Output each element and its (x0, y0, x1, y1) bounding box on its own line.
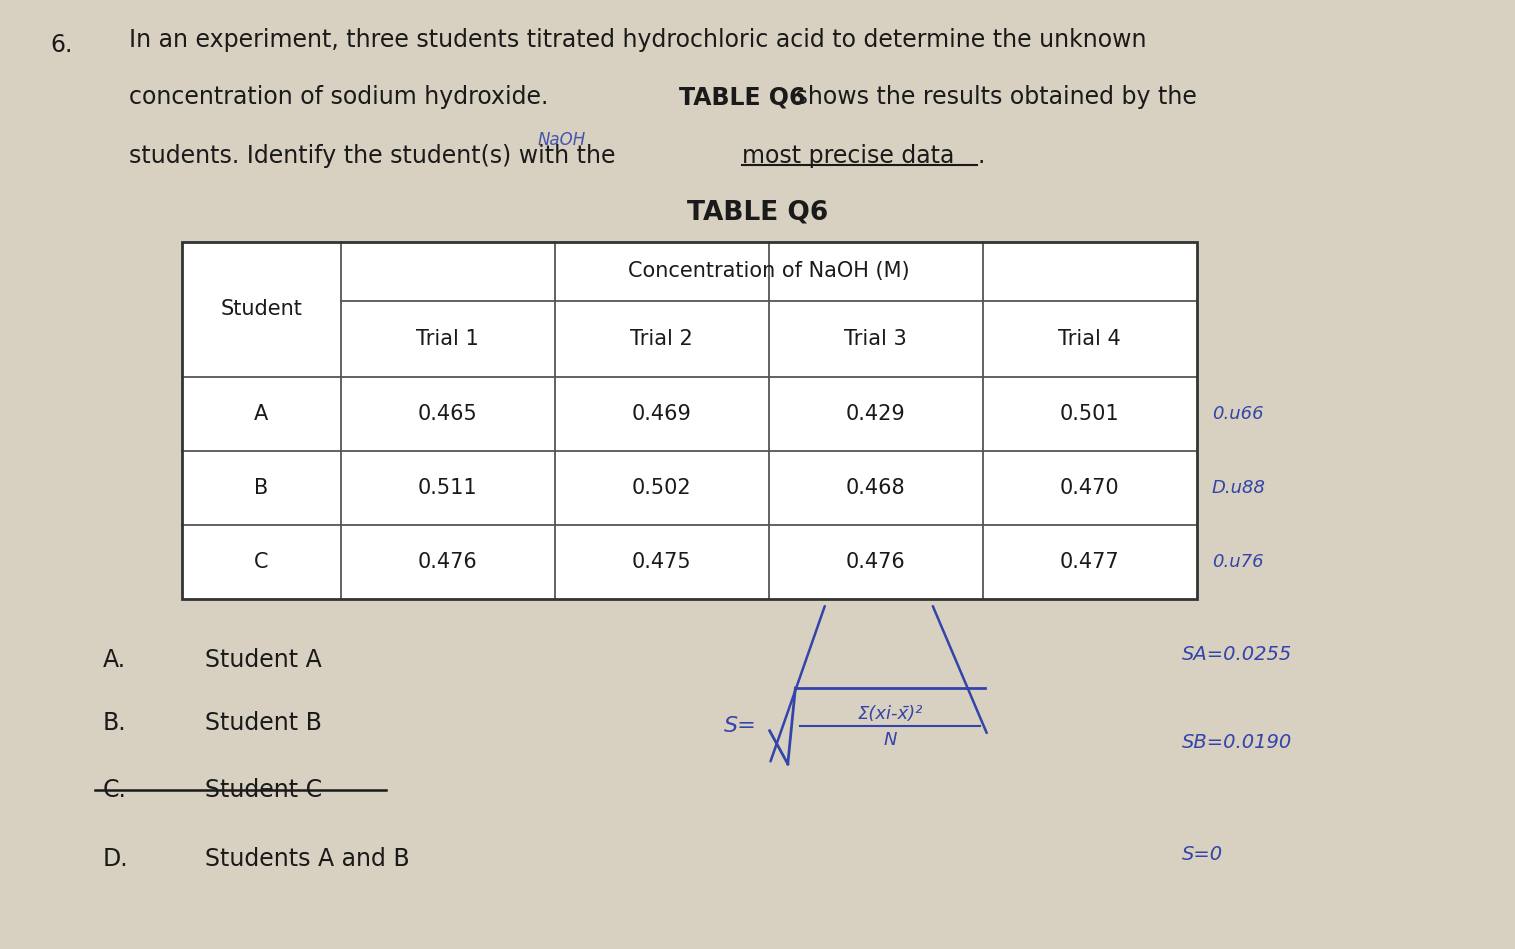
Text: 0.511: 0.511 (418, 477, 477, 498)
Text: TABLE Q6: TABLE Q6 (686, 199, 829, 225)
Text: 0.476: 0.476 (845, 551, 906, 572)
Text: 0.502: 0.502 (632, 477, 691, 498)
Text: 0.u66: 0.u66 (1212, 405, 1264, 422)
Text: S=0: S=0 (1182, 845, 1223, 864)
Text: 0.429: 0.429 (845, 403, 906, 424)
Text: C.: C. (103, 777, 127, 802)
Text: B: B (255, 477, 268, 498)
Text: 0.501: 0.501 (1060, 403, 1120, 424)
Text: SB=0.0190: SB=0.0190 (1182, 733, 1292, 752)
Text: Σ(xi-x̄)²: Σ(xi-x̄)² (857, 705, 923, 723)
Text: 0.468: 0.468 (845, 477, 906, 498)
Text: NaOH: NaOH (538, 131, 586, 149)
Text: Student: Student (220, 299, 301, 320)
Text: Students A and B: Students A and B (205, 847, 409, 871)
Text: TABLE Q6: TABLE Q6 (679, 85, 804, 109)
Bar (182, 242, 1197, 599)
Text: 0.469: 0.469 (632, 403, 692, 424)
Text: 0.477: 0.477 (1060, 551, 1120, 572)
Text: 0.u76: 0.u76 (1212, 553, 1264, 570)
Text: D.u88: D.u88 (1212, 479, 1267, 496)
Text: C: C (255, 551, 268, 572)
Text: 0.465: 0.465 (418, 403, 477, 424)
Text: Concentration of NaOH (M): Concentration of NaOH (M) (627, 261, 909, 282)
Text: 0.470: 0.470 (1060, 477, 1120, 498)
Text: concentration of sodium hydroxide.: concentration of sodium hydroxide. (129, 85, 556, 109)
Text: 0.475: 0.475 (632, 551, 691, 572)
Text: most precise data: most precise data (742, 144, 954, 168)
Text: Student C: Student C (205, 777, 321, 802)
Text: A: A (255, 403, 268, 424)
Text: Student A: Student A (205, 647, 321, 672)
Text: N: N (883, 731, 897, 749)
Text: Trial 3: Trial 3 (844, 328, 907, 349)
Text: students. Identify the student(s) with the: students. Identify the student(s) with t… (129, 144, 623, 168)
Text: Trial 2: Trial 2 (630, 328, 692, 349)
Text: Student B: Student B (205, 711, 321, 735)
Text: D.: D. (103, 847, 129, 871)
Text: S=: S= (724, 716, 758, 736)
Text: SA=0.0255: SA=0.0255 (1182, 645, 1292, 664)
Text: shows the results obtained by the: shows the results obtained by the (788, 85, 1197, 109)
Text: In an experiment, three students titrated hydrochloric acid to determine the unk: In an experiment, three students titrate… (129, 28, 1147, 52)
Text: .: . (977, 144, 985, 168)
Bar (182, 242, 1197, 599)
Text: A.: A. (103, 647, 126, 672)
Text: Trial 1: Trial 1 (417, 328, 479, 349)
Text: 0.476: 0.476 (418, 551, 477, 572)
Text: B.: B. (103, 711, 127, 735)
Text: 6.: 6. (50, 33, 73, 57)
Text: Trial 4: Trial 4 (1059, 328, 1121, 349)
